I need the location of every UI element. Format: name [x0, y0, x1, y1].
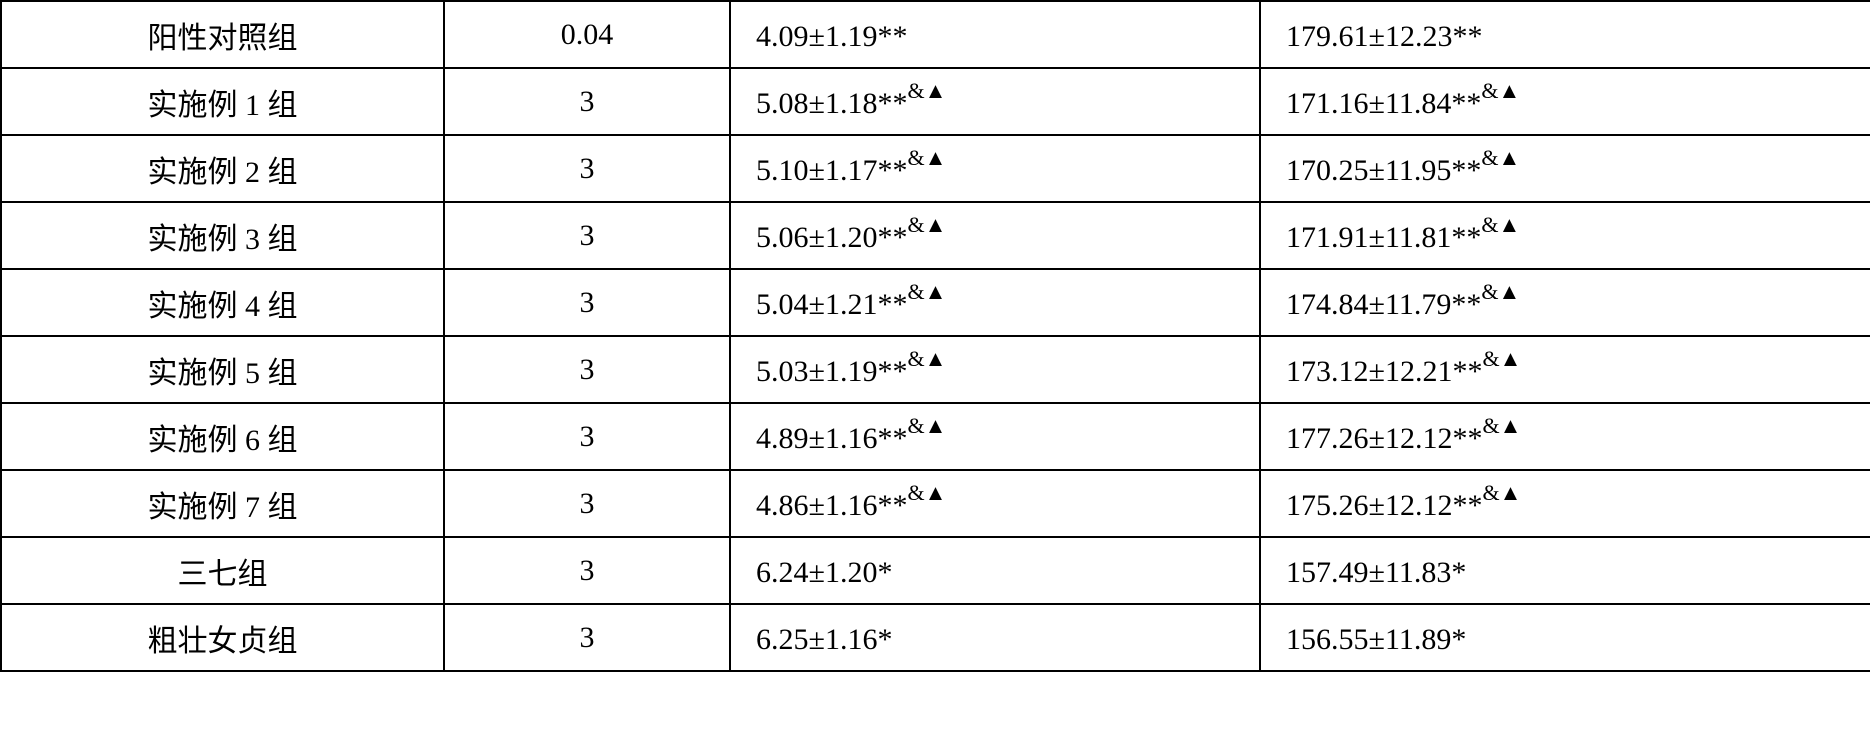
group-cell: 实施例 7 组 [1, 470, 444, 537]
value1-superscript: &▲ [907, 279, 946, 304]
value1-superscript: &▲ [907, 212, 946, 237]
value1-cell: 6.25±1.16* [730, 604, 1260, 671]
value1-cell: 4.09±1.19** [730, 1, 1260, 68]
value2-superscript: &▲ [1481, 212, 1520, 237]
group-cell: 粗壮女贞组 [1, 604, 444, 671]
table-row: 实施例 5 组35.03±1.19**&▲173.12±12.21**&▲ [1, 336, 1870, 403]
value1-cell: 5.03±1.19**&▲ [730, 336, 1260, 403]
value2-text: 173.12±12.21** [1286, 355, 1482, 388]
dose-cell: 3 [444, 470, 730, 537]
value2-text: 177.26±12.12** [1286, 422, 1482, 455]
table-row: 实施例 4 组35.04±1.21**&▲174.84±11.79**&▲ [1, 269, 1870, 336]
value2-superscript: &▲ [1481, 78, 1520, 103]
value1-text: 5.04±1.21** [756, 288, 907, 321]
value2-text: 170.25±11.95** [1286, 154, 1481, 187]
dose-cell: 3 [444, 604, 730, 671]
value1-cell: 6.24±1.20* [730, 537, 1260, 604]
dose-cell: 3 [444, 269, 730, 336]
value1-text: 6.25±1.16* [756, 623, 892, 656]
group-cell: 实施例 4 组 [1, 269, 444, 336]
value2-text: 171.91±11.81** [1286, 221, 1481, 254]
value1-superscript: &▲ [907, 413, 946, 438]
value2-cell: 175.26±12.12**&▲ [1260, 470, 1870, 537]
value2-text: 175.26±12.12** [1286, 489, 1482, 522]
group-cell: 实施例 6 组 [1, 403, 444, 470]
dose-cell: 3 [444, 68, 730, 135]
value2-text: 156.55±11.89* [1286, 623, 1466, 656]
value1-text: 5.06±1.20** [756, 221, 907, 254]
table-row: 三七组3 6.24±1.20* 157.49±11.83* [1, 537, 1870, 604]
value2-superscript: &▲ [1482, 413, 1521, 438]
value1-text: 4.89±1.16** [756, 422, 907, 455]
value2-superscript: &▲ [1481, 279, 1520, 304]
value2-text: 174.84±11.79** [1286, 288, 1481, 321]
value2-text: 179.61±12.23** [1286, 20, 1482, 53]
value1-text: 6.24±1.20* [756, 556, 892, 589]
value1-text: 5.03±1.19** [756, 355, 907, 388]
dose-cell: 3 [444, 537, 730, 604]
table-row: 阳性对照组0.04 4.09±1.19** 179.61±12.23** [1, 1, 1870, 68]
dose-cell: 3 [444, 135, 730, 202]
value2-cell: 157.49±11.83* [1260, 537, 1870, 604]
value1-cell: 4.89±1.16**&▲ [730, 403, 1260, 470]
value2-cell: 177.26±12.12**&▲ [1260, 403, 1870, 470]
table-row: 粗壮女贞组3 6.25±1.16* 156.55±11.89* [1, 604, 1870, 671]
value1-cell: 5.06±1.20**&▲ [730, 202, 1260, 269]
value1-cell: 5.08±1.18**&▲ [730, 68, 1260, 135]
value1-text: 5.08±1.18** [756, 87, 907, 120]
value2-cell: 156.55±11.89* [1260, 604, 1870, 671]
value2-cell: 171.16±11.84**&▲ [1260, 68, 1870, 135]
group-cell: 实施例 3 组 [1, 202, 444, 269]
value2-text: 171.16±11.84** [1286, 87, 1481, 120]
table-row: 实施例 3 组35.06±1.20**&▲171.91±11.81**&▲ [1, 202, 1870, 269]
group-cell: 实施例 2 组 [1, 135, 444, 202]
group-cell: 阳性对照组 [1, 1, 444, 68]
group-cell: 实施例 5 组 [1, 336, 444, 403]
dose-cell: 3 [444, 202, 730, 269]
table-row: 实施例 6 组34.89±1.16**&▲177.26±12.12**&▲ [1, 403, 1870, 470]
value2-cell: 179.61±12.23** [1260, 1, 1870, 68]
value1-cell: 5.04±1.21**&▲ [730, 269, 1260, 336]
value1-superscript: &▲ [907, 346, 946, 371]
value2-cell: 170.25±11.95**&▲ [1260, 135, 1870, 202]
data-table: 阳性对照组0.04 4.09±1.19** 179.61±12.23** 实施例 1 … [0, 0, 1870, 672]
group-cell: 实施例 1 组 [1, 68, 444, 135]
value1-text: 5.10±1.17** [756, 154, 907, 187]
value1-superscript: &▲ [907, 78, 946, 103]
group-cell: 三七组 [1, 537, 444, 604]
dose-cell: 3 [444, 403, 730, 470]
table-row: 实施例 1 组35.08±1.18**&▲171.16±11.84**&▲ [1, 68, 1870, 135]
value2-text: 157.49±11.83* [1286, 556, 1466, 589]
value1-text: 4.86±1.16** [756, 489, 907, 522]
table-row: 实施例 2 组35.10±1.17**&▲170.25±11.95**&▲ [1, 135, 1870, 202]
value2-superscript: &▲ [1482, 346, 1521, 371]
value1-cell: 5.10±1.17**&▲ [730, 135, 1260, 202]
dose-cell: 0.04 [444, 1, 730, 68]
value1-cell: 4.86±1.16**&▲ [730, 470, 1260, 537]
value1-text: 4.09±1.19** [756, 20, 907, 53]
value1-superscript: &▲ [907, 145, 946, 170]
dose-cell: 3 [444, 336, 730, 403]
value2-cell: 174.84±11.79**&▲ [1260, 269, 1870, 336]
value2-superscript: &▲ [1481, 145, 1520, 170]
value2-cell: 173.12±12.21**&▲ [1260, 336, 1870, 403]
table-row: 实施例 7 组34.86±1.16**&▲175.26±12.12**&▲ [1, 470, 1870, 537]
value2-superscript: &▲ [1482, 480, 1521, 505]
value1-superscript: &▲ [907, 480, 946, 505]
table-body: 阳性对照组0.04 4.09±1.19** 179.61±12.23** 实施例 1 … [1, 1, 1870, 671]
value2-cell: 171.91±11.81**&▲ [1260, 202, 1870, 269]
